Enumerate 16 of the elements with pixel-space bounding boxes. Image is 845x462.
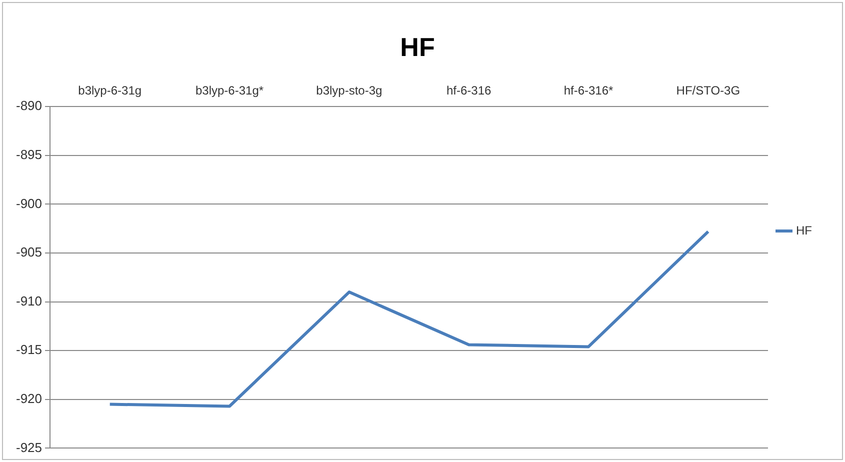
- legend-label: HF: [796, 223, 812, 238]
- chart-title: HF: [400, 32, 435, 62]
- x-tick-label: hf-6-316: [446, 84, 492, 98]
- y-tick-label: -910: [16, 293, 42, 308]
- y-tick-label: -895: [16, 146, 42, 162]
- x-tick-label: hf-6-316*: [564, 84, 614, 98]
- x-tick-label: b3lyp-6-31g*: [195, 84, 264, 98]
- y-tick-label: -905: [16, 244, 42, 260]
- x-tick-label: b3lyp-sto-3g: [316, 84, 382, 98]
- y-tick-label: -920: [16, 390, 42, 406]
- y-tick-label: -925: [16, 440, 42, 455]
- y-tick-label: -890: [16, 98, 42, 114]
- x-tick-label: b3lyp-6-31g: [78, 84, 142, 98]
- y-tick-label: -915: [16, 342, 42, 358]
- y-tick-label: -900: [16, 196, 42, 211]
- x-tick-label: HF/STO-3G: [676, 84, 740, 98]
